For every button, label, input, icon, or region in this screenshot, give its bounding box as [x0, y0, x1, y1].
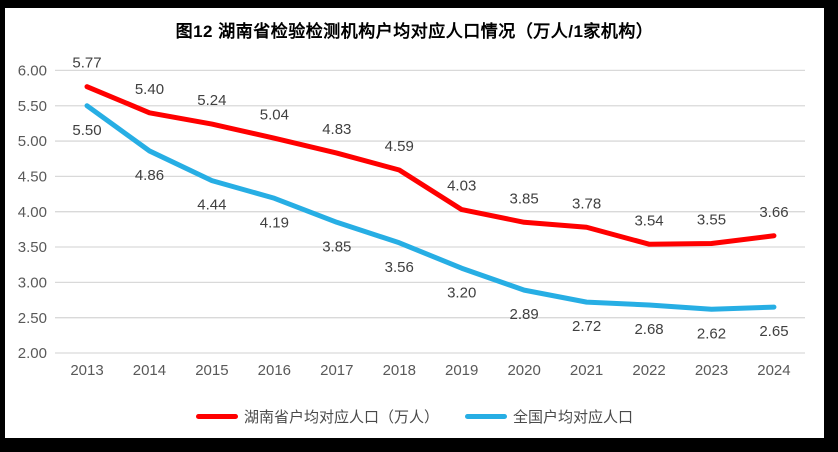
series-line-1 — [84, 103, 777, 312]
legend: 湖南省户均对应人口（万人） 全国户均对应人口 — [5, 405, 824, 427]
x-tick-label: 2017 — [320, 362, 353, 379]
legend-swatch-hunan — [195, 413, 238, 419]
data-label: 3.54 — [634, 212, 663, 229]
data-label: 3.55 — [697, 212, 726, 229]
y-tick-label: 3.50 — [18, 239, 47, 256]
x-tick-label: 2021 — [570, 362, 603, 379]
x-tick-label: 2023 — [695, 362, 728, 379]
x-tick-label: 2019 — [445, 362, 478, 379]
legend-label-hunan: 湖南省户均对应人口（万人） — [243, 408, 439, 426]
legend-item-national: 全国户均对应人口 — [465, 406, 633, 427]
y-tick-label: 2.50 — [18, 310, 47, 327]
data-label: 4.03 — [447, 178, 476, 195]
chart-title: 图12 湖南省检验检测机构户均对应人口情况（万人/1家机构） — [175, 22, 654, 41]
y-tick-label: 4.00 — [18, 204, 47, 221]
data-label: 4.83 — [322, 121, 351, 138]
y-tick-label: 6.00 — [18, 63, 47, 80]
data-label: 5.77 — [72, 55, 101, 72]
data-label: 3.56 — [385, 259, 414, 276]
x-tick-label: 2020 — [507, 362, 540, 379]
data-label: 4.59 — [385, 138, 414, 155]
data-label: 3.85 — [510, 190, 539, 207]
data-label: 4.86 — [135, 167, 164, 184]
y-tick-label: 2.00 — [18, 345, 47, 362]
plot-svg: 6.00 5.50 5.00 4.50 4.00 3.50 3.00 2.50 2.00 2013… — [18, 55, 805, 379]
data-label: 3.85 — [322, 238, 351, 255]
legend-item-hunan: 湖南省户均对应人口（万人） — [195, 406, 439, 427]
data-label: 3.78 — [572, 195, 601, 212]
x-tick-label: 2022 — [632, 362, 665, 379]
data-label: 2.72 — [572, 318, 601, 335]
data-label: 2.89 — [510, 306, 539, 323]
x-tick-label: 2024 — [757, 362, 790, 379]
y-tick-label: 4.50 — [18, 168, 47, 185]
data-label: 2.68 — [634, 321, 663, 338]
data-label: 5.50 — [72, 122, 101, 139]
legend-swatch-national — [465, 413, 507, 419]
data-label: 4.44 — [197, 197, 226, 214]
series-line-0 — [84, 84, 777, 247]
data-label: 3.66 — [759, 204, 788, 221]
data-label: 2.62 — [697, 325, 726, 342]
x-tick-label: 2013 — [70, 362, 103, 379]
y-tick-label: 5.00 — [18, 133, 47, 150]
data-label: 5.04 — [260, 106, 289, 123]
chart-canvas: 图12 湖南省检验检测机构户均对应人口情况（万人/1家机构） 6.00 5.50 5… — [5, 8, 824, 438]
data-label: 4.19 — [260, 214, 289, 231]
y-tick-label: 3.00 — [18, 274, 47, 291]
data-label: 5.24 — [197, 92, 226, 109]
data-label: 3.20 — [447, 284, 476, 301]
x-tick-label: 2015 — [195, 362, 228, 379]
x-tick-label: 2014 — [133, 362, 166, 379]
data-label: 2.65 — [759, 323, 788, 340]
legend-label-national: 全国户均对应人口 — [513, 408, 634, 426]
x-tick-label: 2016 — [258, 362, 291, 379]
x-tick-label: 2018 — [383, 362, 416, 379]
data-label: 5.40 — [135, 81, 164, 98]
y-tick-label: 5.50 — [18, 98, 47, 115]
